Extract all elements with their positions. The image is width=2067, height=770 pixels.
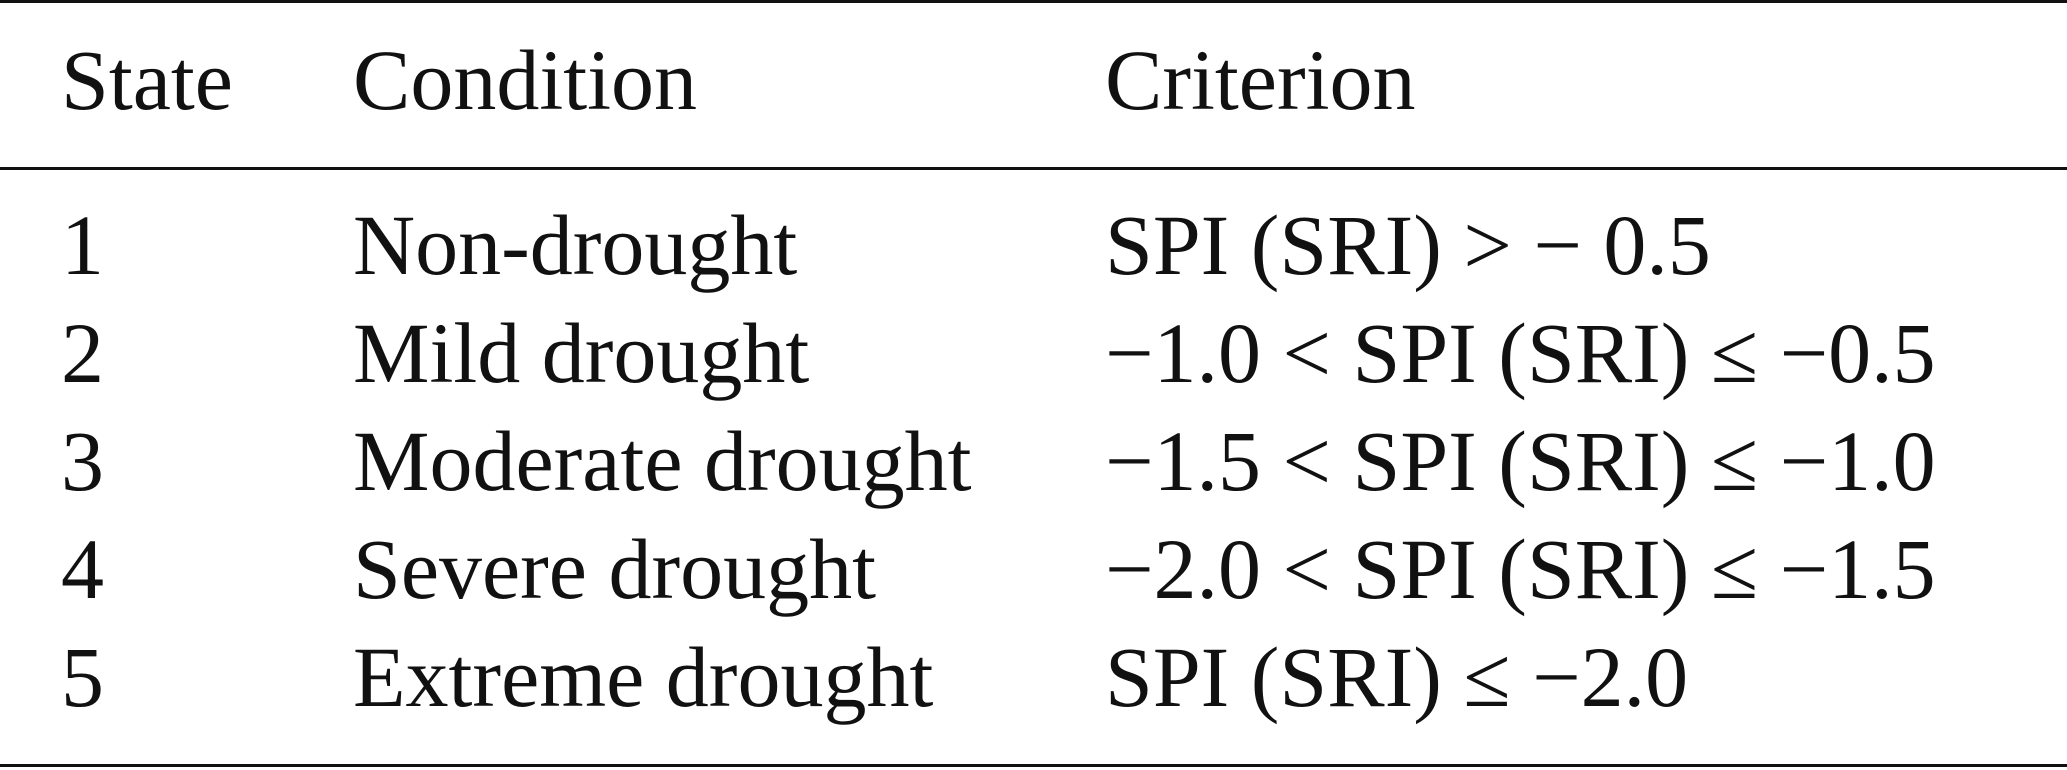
- table-cell: 4: [61, 521, 104, 617]
- table-cell: SPI (SRI) > − 0.5: [1105, 197, 1711, 293]
- table-cell: −1.5 < SPI (SRI) ≤ −1.0: [1105, 413, 1936, 509]
- table-cell: 3: [61, 413, 104, 509]
- header-rule: [0, 167, 2067, 170]
- header-cell: Criterion: [1105, 32, 1416, 128]
- table-cell: −1.0 < SPI (SRI) ≤ −0.5: [1105, 305, 1936, 401]
- table-cell: 2: [61, 305, 104, 401]
- table-cell: Severe drought: [353, 521, 877, 617]
- table-cell: −2.0 < SPI (SRI) ≤ −1.5: [1105, 521, 1936, 617]
- table-cell: 1: [61, 197, 104, 293]
- table-cell: Non-drought: [353, 197, 798, 293]
- table-cell: Extreme drought: [353, 629, 934, 725]
- table-cell: 5: [61, 629, 104, 725]
- table-cell: Moderate drought: [353, 413, 972, 509]
- table-cell: SPI (SRI) ≤ −2.0: [1105, 629, 1689, 725]
- header-cell: Condition: [353, 32, 698, 128]
- header-cell: State: [61, 32, 233, 128]
- table-cell: Mild drought: [353, 305, 810, 401]
- top-rule: [0, 0, 2067, 3]
- bottom-rule: [0, 764, 2067, 767]
